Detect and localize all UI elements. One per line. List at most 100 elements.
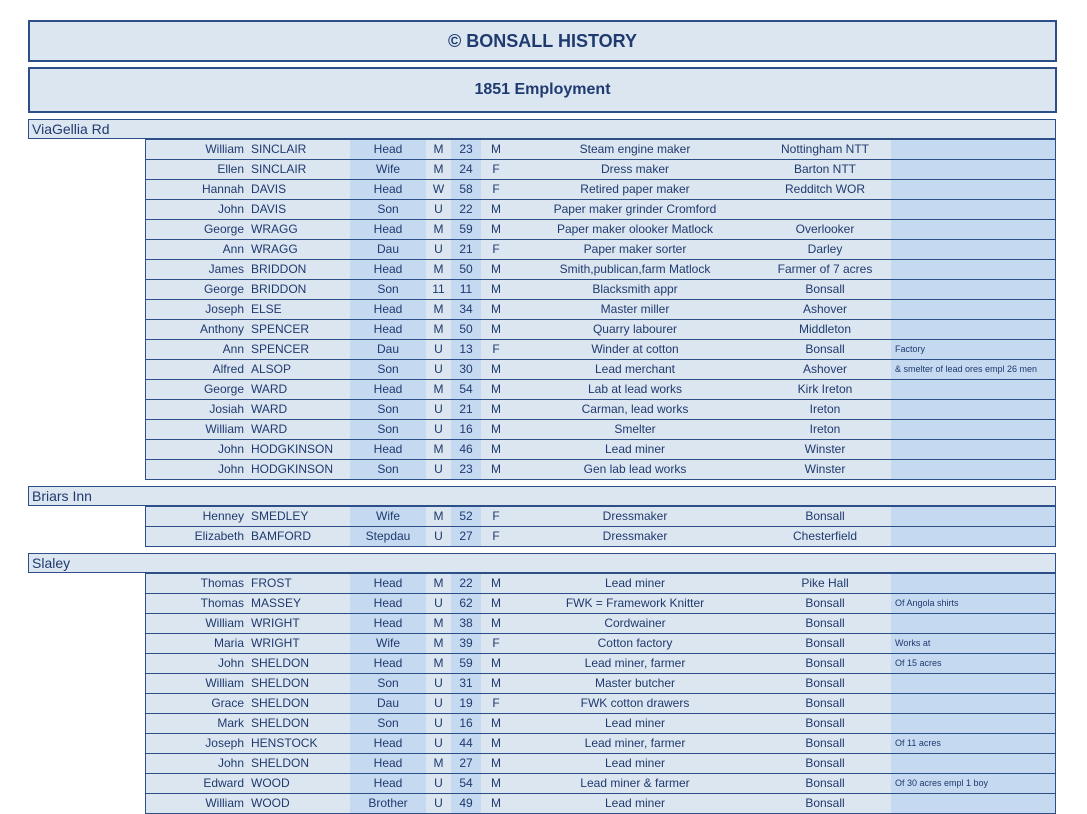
table-row: Ann SPENCER Dau U 13 F Winder at cotton Bonsall…: [145, 339, 1056, 360]
relation-cell: Son: [350, 460, 426, 479]
first-cell: James: [146, 260, 248, 279]
sex-cell: M: [481, 734, 511, 753]
occupation-cell: Cordwainer: [511, 614, 759, 633]
table-row: John HODGKINSON Son U 23 M Gen lab lead works W…: [145, 459, 1056, 480]
first-cell: Mark: [146, 714, 248, 733]
age-cell: 44: [451, 734, 481, 753]
sex-cell: M: [481, 794, 511, 813]
table-row: Hannah DAVIS Head W 58 F Retired paper maker Re…: [145, 179, 1056, 200]
first-cell: Thomas: [146, 594, 248, 613]
relation-cell: Head: [350, 654, 426, 673]
occupation-cell: Master butcher: [511, 674, 759, 693]
birthplace-cell: Pike Hall: [759, 574, 891, 593]
age-cell: 16: [451, 420, 481, 439]
age-cell: 27: [451, 754, 481, 773]
age-cell: 52: [451, 507, 481, 526]
surname-cell: WOOD: [248, 794, 350, 813]
relation-cell: Head: [350, 774, 426, 793]
first-cell: John: [146, 440, 248, 459]
surname-cell: FROST: [248, 574, 350, 593]
note-cell: [891, 200, 1055, 219]
status-cell: U: [426, 794, 451, 813]
section-header: Slaley: [28, 553, 1056, 573]
status-cell: U: [426, 774, 451, 793]
birthplace-cell: Bonsall: [759, 507, 891, 526]
sex-cell: F: [481, 180, 511, 199]
birthplace-cell: Redditch WOR: [759, 180, 891, 199]
sex-cell: M: [481, 654, 511, 673]
note-cell: Factory: [891, 340, 1055, 359]
table-row: William WRIGHT Head M 38 M Cordwainer Bonsall: [145, 613, 1056, 634]
sex-cell: M: [481, 594, 511, 613]
table-row: Edward WOOD Head U 54 M Lead miner & farmer Bon…: [145, 773, 1056, 794]
table-row: Alfred ALSOP Son U 30 M Lead merchant Ashover & …: [145, 359, 1056, 380]
section-header: ViaGellia Rd: [28, 119, 1056, 139]
age-cell: 30: [451, 360, 481, 379]
table-row: William WOOD Brother U 49 M Lead miner Bonsall: [145, 793, 1056, 814]
status-cell: M: [426, 754, 451, 773]
birthplace-cell: Ireton: [759, 420, 891, 439]
birthplace-cell: Bonsall: [759, 594, 891, 613]
relation-cell: Son: [350, 360, 426, 379]
first-cell: Alfred: [146, 360, 248, 379]
age-cell: 19: [451, 694, 481, 713]
relation-cell: Head: [350, 594, 426, 613]
note-cell: [891, 160, 1055, 179]
first-cell: Joseph: [146, 734, 248, 753]
occupation-cell: Retired paper maker: [511, 180, 759, 199]
surname-cell: DAVIS: [248, 180, 350, 199]
note-cell: [891, 380, 1055, 399]
status-cell: U: [426, 340, 451, 359]
note-cell: [891, 694, 1055, 713]
sex-cell: M: [481, 440, 511, 459]
surname-cell: WRAGG: [248, 220, 350, 239]
birthplace-cell: [759, 200, 891, 219]
birthplace-cell: Nottingham NTT: [759, 140, 891, 159]
first-cell: John: [146, 460, 248, 479]
occupation-cell: Winder at cotton: [511, 340, 759, 359]
sex-cell: M: [481, 574, 511, 593]
sex-cell: F: [481, 507, 511, 526]
relation-cell: Wife: [350, 634, 426, 653]
table-row: Grace SHELDON Dau U 19 F FWK cotton drawers Bon…: [145, 693, 1056, 714]
table-row: George WARD Head M 54 M Lab at lead works Kirk …: [145, 379, 1056, 400]
note-cell: [891, 527, 1055, 546]
relation-cell: Head: [350, 260, 426, 279]
age-cell: 38: [451, 614, 481, 633]
note-cell: [891, 440, 1055, 459]
first-cell: William: [146, 614, 248, 633]
birthplace-cell: Farmer of 7 acres: [759, 260, 891, 279]
surname-cell: ALSOP: [248, 360, 350, 379]
surname-cell: HODGKINSON: [248, 440, 350, 459]
surname-cell: WARD: [248, 420, 350, 439]
first-cell: George: [146, 280, 248, 299]
birthplace-cell: Kirk Ireton: [759, 380, 891, 399]
age-cell: 46: [451, 440, 481, 459]
occupation-cell: Master miller: [511, 300, 759, 319]
age-cell: 21: [451, 400, 481, 419]
age-cell: 21: [451, 240, 481, 259]
table-row: Thomas MASSEY Head U 62 M FWK = Framework Knit…: [145, 593, 1056, 614]
relation-cell: Head: [350, 180, 426, 199]
birthplace-cell: Bonsall: [759, 734, 891, 753]
age-cell: 22: [451, 200, 481, 219]
status-cell: M: [426, 507, 451, 526]
birthplace-cell: Bonsall: [759, 614, 891, 633]
surname-cell: HENSTOCK: [248, 734, 350, 753]
status-cell: M: [426, 614, 451, 633]
occupation-cell: Dress maker: [511, 160, 759, 179]
relation-cell: Head: [350, 320, 426, 339]
occupation-cell: Lead miner, farmer: [511, 734, 759, 753]
note-cell: [891, 240, 1055, 259]
age-cell: 13: [451, 340, 481, 359]
occupation-cell: Steam engine maker: [511, 140, 759, 159]
surname-cell: BRIDDON: [248, 280, 350, 299]
occupation-cell: Carman, lead works: [511, 400, 759, 419]
note-cell: [891, 180, 1055, 199]
occupation-cell: Smelter: [511, 420, 759, 439]
occupation-cell: Cotton factory: [511, 634, 759, 653]
note-cell: [891, 507, 1055, 526]
surname-cell: WOOD: [248, 774, 350, 793]
relation-cell: Wife: [350, 507, 426, 526]
occupation-cell: Lead merchant: [511, 360, 759, 379]
